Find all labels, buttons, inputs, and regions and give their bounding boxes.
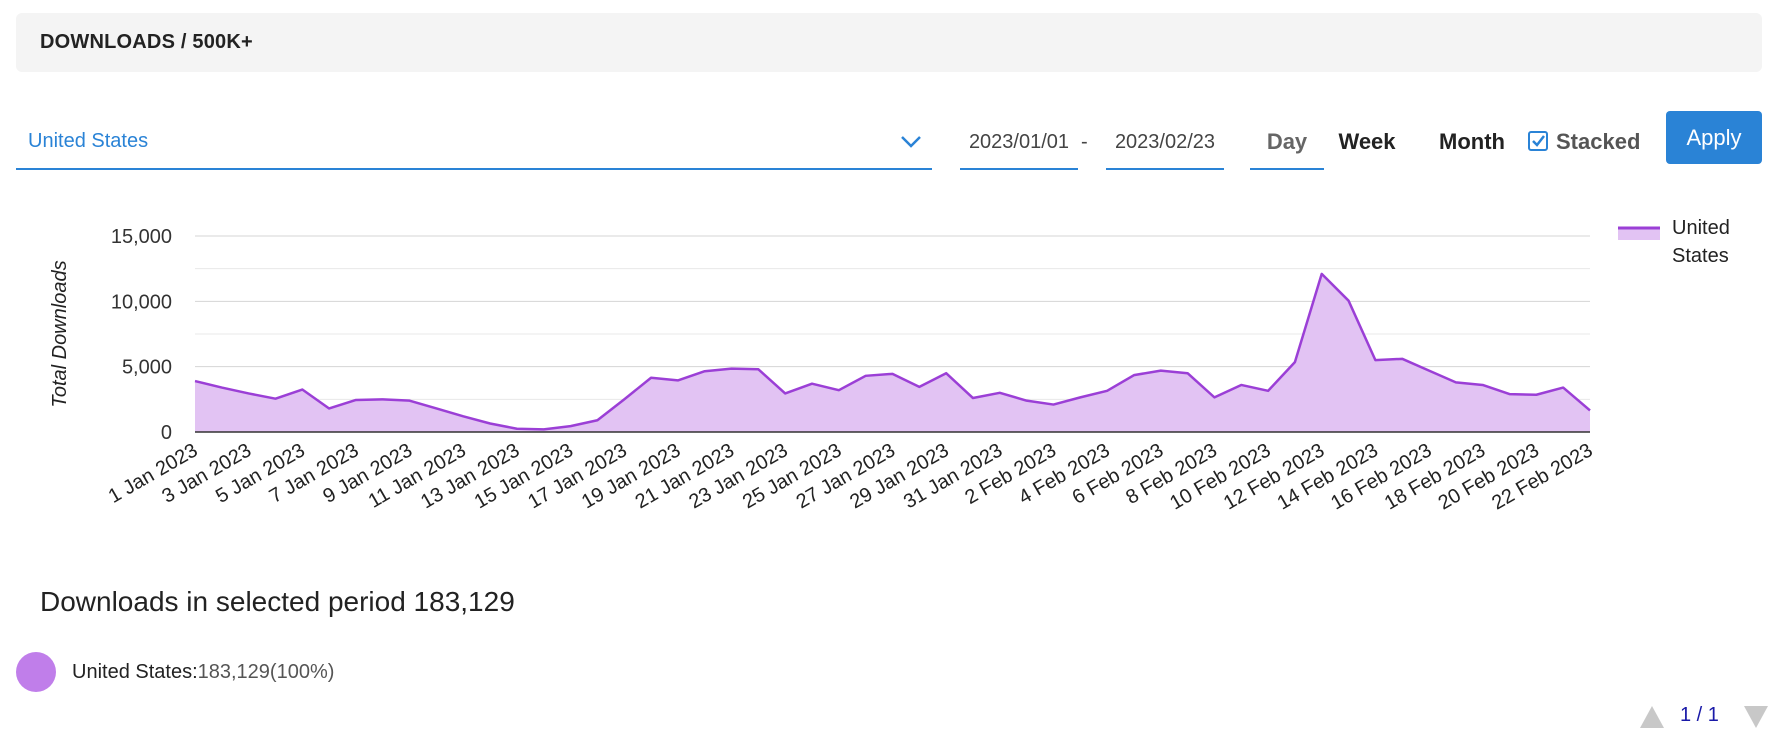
period-day-tab[interactable]: Day (1250, 116, 1324, 170)
pagination: 1 / 1 (1640, 700, 1770, 734)
stacked-toggle[interactable]: Stacked (1528, 116, 1640, 168)
date-range-separator: - (1081, 131, 1088, 153)
legend-country-value: 183,129(100%) (197, 661, 335, 683)
date-to-field[interactable]: 2023/02/23 (1106, 116, 1224, 170)
y-axis-label: Total Downloads (49, 260, 71, 407)
page-title: DOWNLOADS / 500K+ (40, 31, 253, 53)
page-indicator: 1 / 1 (1680, 704, 1719, 726)
y-tick-label: 0 (161, 422, 172, 444)
downloads-summary: Downloads in selected period 183,129 (40, 586, 515, 617)
date-from-field[interactable]: 2023/01/01 (960, 116, 1078, 170)
period-week-tab[interactable]: Week (1338, 129, 1396, 154)
country-select-value: United States (28, 130, 149, 152)
page-down-icon[interactable] (1744, 706, 1768, 728)
page-up-icon[interactable] (1640, 706, 1664, 728)
y-tick-label: 5,000 (122, 357, 172, 379)
y-tick-label: 15,000 (111, 226, 172, 248)
stacked-checkbox[interactable] (1528, 131, 1548, 151)
legend-swatch-fill (1618, 228, 1660, 240)
legend-label: United States (1672, 217, 1730, 267)
header-bar: DOWNLOADS / 500K+ (16, 13, 1762, 72)
country-select[interactable]: United States (16, 116, 932, 170)
stacked-label: Stacked (1556, 129, 1641, 154)
apply-button[interactable]: Apply (1666, 111, 1762, 164)
period-month-tab[interactable]: Month (1439, 129, 1505, 154)
chevron-down-icon (901, 136, 921, 148)
series-line (194, 272, 1591, 431)
check-icon (1532, 135, 1545, 147)
series-color-dot (16, 652, 56, 692)
series-area (195, 273, 1590, 432)
y-tick-label: 10,000 (111, 291, 172, 313)
legend-country-name: United States: (72, 661, 198, 683)
